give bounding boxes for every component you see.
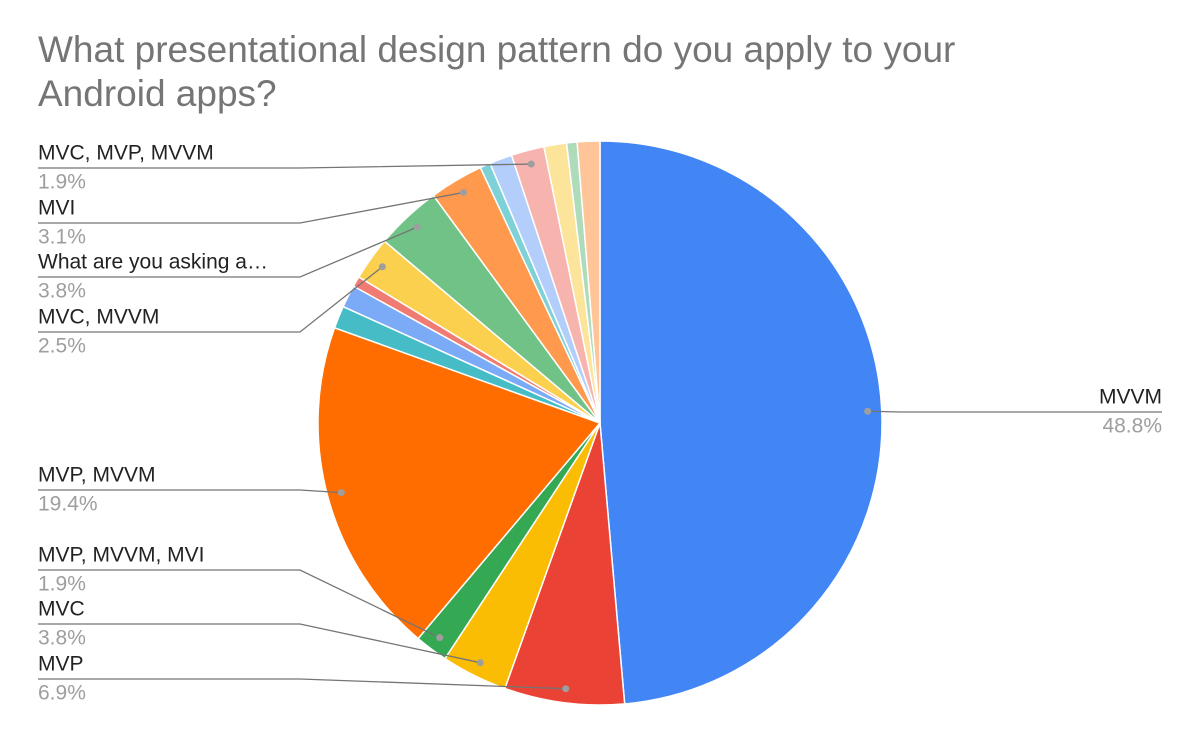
leader-line <box>38 226 418 278</box>
pie-slice <box>599 140 883 705</box>
leader-dot <box>378 263 386 271</box>
slice-value-label: 3.8% <box>38 280 86 303</box>
leader-line <box>38 489 342 494</box>
slice-value-label: 3.8% <box>38 627 86 650</box>
slice-label: What are you asking a… <box>38 251 268 274</box>
leader-line <box>38 569 440 639</box>
slice-value-label: 1.9% <box>38 573 86 596</box>
leader-dot <box>436 634 444 642</box>
leader-dot <box>337 489 345 497</box>
leader-dot <box>562 685 570 693</box>
slice-value-label: 48.8% <box>1102 415 1162 438</box>
leader-dot <box>476 659 484 667</box>
leader-line <box>38 623 481 664</box>
slice-value-label: 19.4% <box>38 493 98 516</box>
slice-label: MVC, MVVM <box>38 306 159 329</box>
pie-slice <box>503 422 626 706</box>
slice-label: MVVM <box>1099 386 1162 409</box>
pie-slice <box>576 140 601 424</box>
leader-line <box>38 163 532 169</box>
slice-label: MVC <box>38 598 85 621</box>
leader-dot <box>864 407 872 415</box>
slice-value-label: 6.9% <box>38 682 86 705</box>
slice-value-label: 1.9% <box>38 171 86 194</box>
slice-value-label: 2.5% <box>38 335 86 358</box>
slice-label: MVC, MVP, MVVM <box>38 142 214 165</box>
leader-dot <box>459 189 467 197</box>
slice-value-label: 3.1% <box>38 226 86 249</box>
leader-line <box>38 678 566 690</box>
leader-dot <box>527 160 535 168</box>
leader-line <box>38 191 464 224</box>
leader-dot <box>413 223 421 231</box>
leader-line <box>38 266 383 333</box>
slice-label: MVP <box>38 653 84 676</box>
slice-label: MVP, MVVM, MVI <box>38 544 204 567</box>
slice-label: MVI <box>38 197 75 220</box>
chart-title: What presentational design pattern do yo… <box>38 29 956 114</box>
slice-label: MVP, MVVM <box>38 464 155 487</box>
pie-slice <box>317 326 602 640</box>
leader-line <box>867 410 1162 413</box>
